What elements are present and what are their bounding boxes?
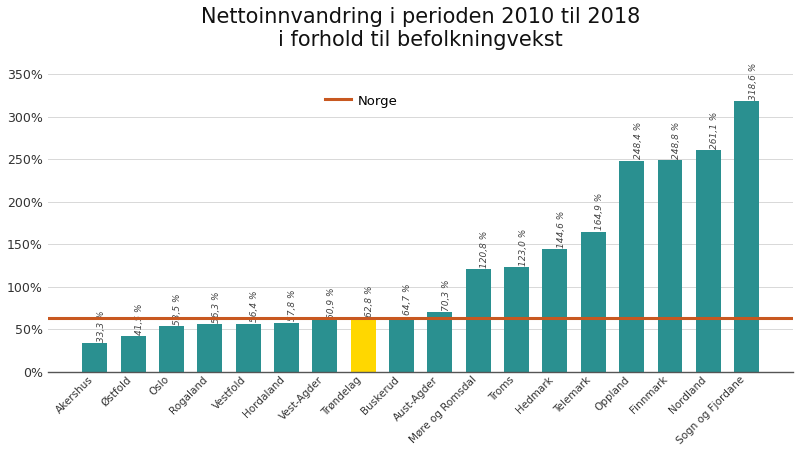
Bar xyxy=(427,312,452,371)
Bar xyxy=(159,326,184,371)
Bar xyxy=(198,324,222,371)
Bar xyxy=(542,249,567,371)
Bar xyxy=(236,324,261,371)
Text: 261,1 %: 261,1 % xyxy=(710,111,719,149)
Text: 248,8 %: 248,8 % xyxy=(672,122,681,159)
Bar xyxy=(581,231,606,371)
Bar xyxy=(696,150,721,371)
Text: 70,3 %: 70,3 % xyxy=(442,279,451,311)
Bar xyxy=(350,318,376,371)
Text: 164,9 %: 164,9 % xyxy=(595,193,604,230)
Text: 144,6 %: 144,6 % xyxy=(557,210,566,247)
Bar xyxy=(466,269,490,371)
Text: 123,0 %: 123,0 % xyxy=(518,229,527,266)
Bar xyxy=(734,101,759,371)
Text: 56,3 %: 56,3 % xyxy=(212,291,221,323)
Bar xyxy=(312,320,338,371)
Text: 57,8 %: 57,8 % xyxy=(288,290,298,321)
Text: 64,7 %: 64,7 % xyxy=(403,284,413,315)
Text: 248,4 %: 248,4 % xyxy=(634,122,642,159)
Text: 62,8 %: 62,8 % xyxy=(365,285,374,317)
Bar xyxy=(658,160,682,371)
Text: 56,4 %: 56,4 % xyxy=(250,291,259,323)
Bar xyxy=(121,337,146,371)
Text: 41,5 %: 41,5 % xyxy=(135,304,144,335)
Bar xyxy=(274,323,299,371)
Bar xyxy=(504,267,529,371)
Bar xyxy=(82,343,107,371)
Text: 318,6 %: 318,6 % xyxy=(749,63,758,100)
Bar xyxy=(389,317,414,371)
Text: 120,8 %: 120,8 % xyxy=(480,231,489,268)
Bar xyxy=(619,161,644,371)
Text: 53,5 %: 53,5 % xyxy=(174,294,182,325)
Legend: Norge: Norge xyxy=(319,89,403,113)
Title: Nettoinnvandring i perioden 2010 til 2018
i forhold til befolkningvekst: Nettoinnvandring i perioden 2010 til 201… xyxy=(201,7,640,50)
Text: 60,9 %: 60,9 % xyxy=(326,287,336,318)
Text: 33,3 %: 33,3 % xyxy=(97,311,106,342)
